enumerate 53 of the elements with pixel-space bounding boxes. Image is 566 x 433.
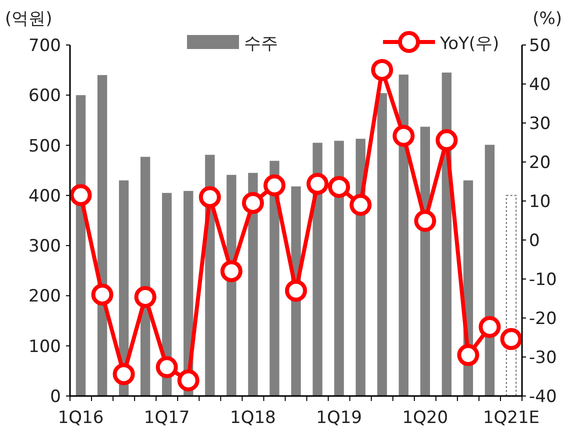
x-tick-label: 1Q18 <box>230 408 276 428</box>
point <box>478 316 501 338</box>
y2-axis-title: (%) <box>532 9 562 29</box>
point <box>371 58 394 81</box>
point <box>220 260 242 282</box>
point <box>156 356 178 378</box>
bar <box>248 172 258 396</box>
bar <box>312 142 322 396</box>
legend-label: 수주 <box>244 34 278 54</box>
y2-tick-label: -10 <box>529 270 557 290</box>
point <box>285 280 307 302</box>
bar <box>377 93 387 396</box>
point <box>328 176 350 198</box>
y2-tick-label: 20 <box>529 153 551 173</box>
point <box>350 194 372 216</box>
point <box>91 284 114 306</box>
y2-tick-label: 30 <box>529 114 551 134</box>
y-tick-label: 500 <box>28 136 61 156</box>
point <box>436 129 458 152</box>
y-tick-label: 0 <box>50 387 61 407</box>
legend-label: YoY(우) <box>439 34 500 54</box>
x-tick-label: 1Q16 <box>58 408 104 428</box>
point <box>134 286 156 308</box>
y-tick-label: 200 <box>28 286 61 307</box>
point <box>457 344 480 366</box>
y2-tick-label: 40 <box>529 75 551 95</box>
y-tick-label: 700 <box>28 36 61 56</box>
point <box>414 210 436 232</box>
point <box>392 124 415 147</box>
point <box>263 174 286 196</box>
y-axis-title: (억원) <box>5 9 52 29</box>
point <box>242 192 264 214</box>
point <box>70 184 92 206</box>
y-tick-label: 100 <box>28 336 61 357</box>
bar <box>334 140 344 396</box>
point <box>306 172 329 195</box>
point <box>198 186 221 208</box>
y2-tick-label: 50 <box>529 36 551 56</box>
x-tick-label: 1Q20 <box>402 408 448 428</box>
x-tick-label: 1Q21E <box>482 408 540 428</box>
y2-tick-label: -30 <box>529 348 557 368</box>
x-tick-label: 1Q17 <box>144 408 190 428</box>
y-tick-label: 300 <box>28 236 61 257</box>
point <box>177 369 200 392</box>
y-tick-label: 600 <box>28 86 61 106</box>
y-tick-label: 400 <box>28 186 61 206</box>
point <box>112 363 135 386</box>
y2-tick-label: 10 <box>529 192 551 212</box>
y2-tick-label: 0 <box>529 231 540 251</box>
bar <box>398 74 408 396</box>
y2-tick-label: -40 <box>529 387 557 407</box>
y2-tick-label: -20 <box>529 309 557 329</box>
x-tick-label: 1Q19 <box>316 408 362 428</box>
